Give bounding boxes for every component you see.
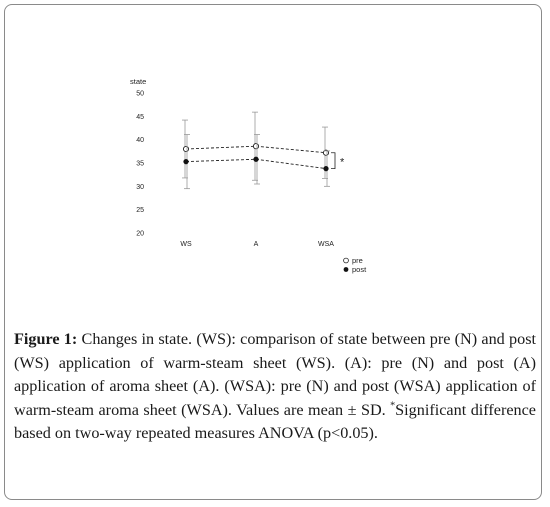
legend-marker (343, 257, 349, 264)
x-tick-label: WSA (318, 241, 334, 248)
significance-bracket (331, 152, 336, 169)
x-tick-label: A (254, 241, 259, 248)
y-tick-label: 20 (136, 231, 144, 238)
legend-marker (343, 267, 349, 272)
series-layer (182, 111, 330, 190)
x-axis-ticks: WS A WSA (180, 241, 334, 248)
y-axis-title: state (130, 77, 146, 86)
figure-caption: Figure 1: Changes in state. (WS): compar… (14, 328, 536, 446)
y-tick-label: 45 (136, 114, 144, 121)
caption-text: Changes in state. (WS): comparison of st… (14, 330, 536, 419)
y-tick-label: 50 (136, 91, 144, 98)
x-tick-label: WS (180, 241, 192, 248)
figure-label: Figure 1: (14, 330, 78, 348)
y-tick-label: 30 (136, 184, 144, 191)
y-tick-label: 35 (136, 161, 144, 168)
caption-text-continued: Significant difference based on two-way … (14, 400, 536, 443)
significance-star: * (340, 157, 345, 169)
data-point (183, 159, 189, 165)
y-tick-label: 25 (136, 207, 144, 214)
legend-label: pre (352, 256, 363, 265)
y-tick-label: 40 (136, 137, 144, 144)
data-point (182, 145, 190, 153)
series-pre (182, 111, 330, 181)
series-post (183, 134, 330, 190)
figure-frame (4, 4, 542, 500)
y-axis-ticks: 20 25 30 35 40 45 50 (136, 91, 144, 238)
annotation-layer: * (331, 152, 345, 169)
significance-marker: * (390, 400, 396, 412)
data-point (253, 156, 259, 162)
data-point (323, 166, 329, 172)
data-point (252, 143, 260, 150)
legend-label: post (352, 265, 367, 274)
